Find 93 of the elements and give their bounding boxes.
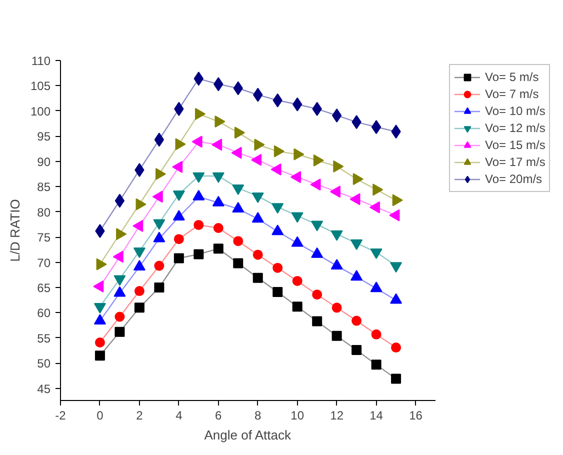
point <box>213 244 224 254</box>
point <box>134 302 144 313</box>
point <box>152 190 163 203</box>
point <box>194 249 204 260</box>
y-tick-label: 45 <box>37 382 51 396</box>
point <box>332 330 342 341</box>
x-tick-label: 2 <box>136 408 144 422</box>
point <box>114 312 125 322</box>
x-tick-label: 0 <box>96 408 104 422</box>
x-tick-label: 6 <box>215 408 222 422</box>
point <box>154 132 164 147</box>
point <box>132 220 144 232</box>
x-tick-label: 16 <box>409 408 423 422</box>
point <box>333 160 344 172</box>
point <box>174 253 184 264</box>
point <box>192 172 205 183</box>
y-tick-label: 90 <box>37 154 51 169</box>
point <box>350 239 363 250</box>
point <box>294 148 304 160</box>
point <box>114 194 125 208</box>
x-tick-label: 12 <box>330 408 344 422</box>
point <box>332 302 342 313</box>
point <box>312 316 322 326</box>
point <box>272 262 283 273</box>
legend-label: Vo= 12 m/s <box>485 120 546 136</box>
point <box>194 220 204 230</box>
y-tick-label: 80 <box>37 205 51 220</box>
legend-label: Vo= 17 m/s <box>485 154 546 170</box>
legend-label: Vo= 15 m/s <box>485 137 546 153</box>
point <box>114 326 125 337</box>
point <box>252 212 264 223</box>
point <box>174 234 184 244</box>
point <box>172 160 183 173</box>
legend-label: Vo= 20m/s <box>485 171 542 187</box>
point <box>154 282 164 293</box>
point <box>233 258 244 268</box>
point <box>112 250 124 263</box>
y-tick-label: 65 <box>37 281 51 296</box>
point <box>292 276 302 286</box>
y-tick-label: 60 <box>37 306 51 320</box>
x-tick-label: 10 <box>290 408 304 422</box>
point <box>251 154 262 166</box>
point <box>233 236 244 246</box>
point <box>234 126 245 139</box>
y-tick-label: 75 <box>37 230 51 245</box>
point <box>391 342 402 353</box>
y-axis-title: L/D RATIO <box>7 199 22 262</box>
x-axis-title: Angle of Attack <box>204 428 292 442</box>
point <box>372 184 384 196</box>
point <box>352 345 362 356</box>
point <box>330 230 343 241</box>
point <box>292 302 302 312</box>
legend-label: Vo= 5 m/s <box>485 69 539 85</box>
x-tick-label: 8 <box>254 408 262 422</box>
point <box>252 250 263 260</box>
point <box>212 172 224 183</box>
point <box>94 350 105 361</box>
point <box>371 120 382 134</box>
legend-label: Vo= 10 m/s <box>485 103 546 119</box>
point <box>352 316 362 326</box>
point <box>371 360 382 370</box>
point <box>350 270 363 281</box>
legend-label: Vo= 7 m/s <box>485 86 539 102</box>
point <box>332 108 342 122</box>
x-tick-label: 4 <box>176 408 183 422</box>
point <box>94 337 105 348</box>
y-tick-label: 85 <box>37 180 51 194</box>
point <box>212 138 222 151</box>
point <box>93 280 104 292</box>
point <box>352 173 364 186</box>
y-tick-label: 55 <box>37 331 51 346</box>
x-tick-label: 14 <box>370 408 384 422</box>
point <box>312 290 322 300</box>
point <box>154 260 164 271</box>
point <box>252 272 263 283</box>
y-tick-label: 105 <box>30 79 51 94</box>
y-tick-label: 70 <box>37 256 51 270</box>
point <box>313 154 324 166</box>
point <box>134 286 144 296</box>
x-tick-label: -2 <box>55 408 66 422</box>
point <box>172 210 185 221</box>
point <box>232 184 244 195</box>
point <box>391 374 402 384</box>
point <box>392 194 403 206</box>
y-tick-label: 50 <box>37 356 51 371</box>
y-tick-label: 110 <box>31 54 51 68</box>
point <box>272 287 283 298</box>
point <box>192 136 202 148</box>
y-tick-label: 95 <box>37 130 51 144</box>
y-tick-label: 100 <box>30 104 51 118</box>
point <box>371 329 382 340</box>
point <box>274 145 284 158</box>
point <box>213 222 224 233</box>
